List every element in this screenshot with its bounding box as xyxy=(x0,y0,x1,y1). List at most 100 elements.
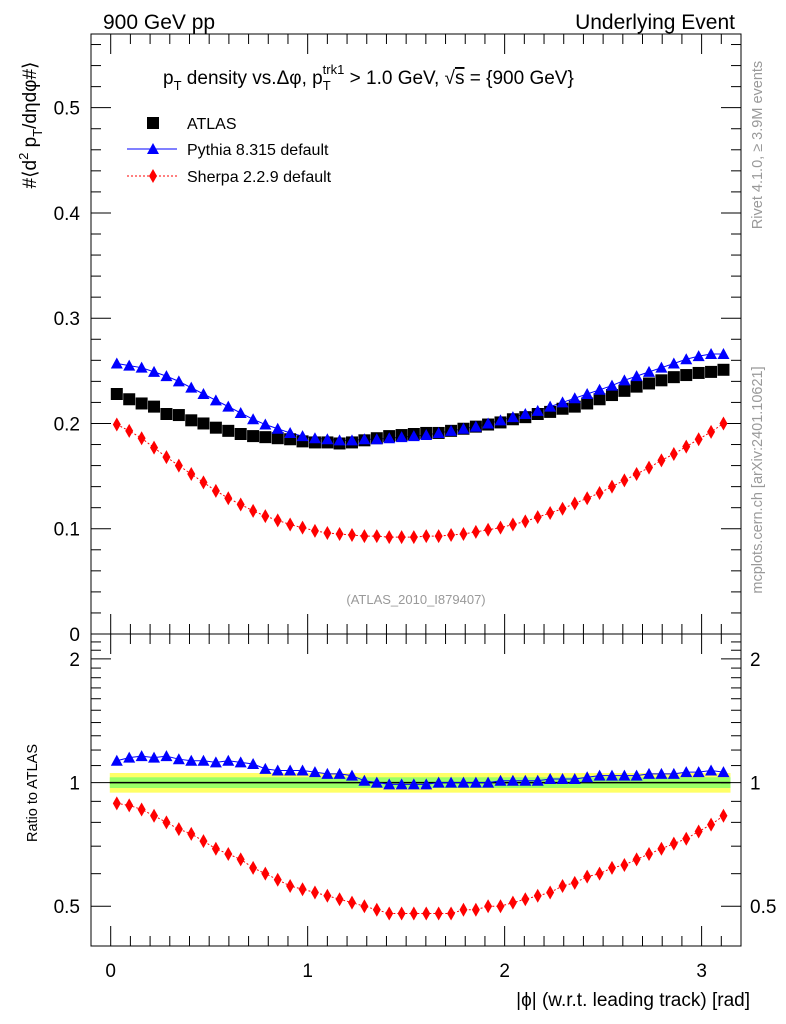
pythia-ratio-point xyxy=(655,767,668,779)
pythia-ratio-point xyxy=(395,778,408,790)
main-series-layer xyxy=(110,348,730,545)
sherpa-ratio-point xyxy=(583,869,592,884)
atlas-data-point xyxy=(123,393,136,406)
atlas-data-point xyxy=(148,400,161,413)
atlas-data-point xyxy=(581,397,594,410)
pythia-ratio-point xyxy=(247,757,260,769)
sherpa-ratio-point xyxy=(595,866,604,881)
atlas-data-point xyxy=(717,363,730,376)
pythia-ratio-point xyxy=(321,767,334,779)
pythia-data-point xyxy=(643,365,656,377)
pythia-ratio-point xyxy=(581,771,594,783)
sherpa-ratio-point xyxy=(273,872,282,887)
pythia-data-point xyxy=(284,426,297,438)
pythia-ratio-point xyxy=(407,778,420,790)
sherpa-ratio-point xyxy=(508,895,517,910)
pythia-data-point xyxy=(370,433,383,445)
main-y-tick-labels: 0 0.1 0.2 0.3 0.4 0.5 xyxy=(54,99,81,646)
pythia-ratio-point xyxy=(680,766,693,778)
pythia-data-point xyxy=(655,361,668,373)
atlas-data-point xyxy=(110,388,123,400)
sherpa-ratio-point xyxy=(533,888,542,903)
sherpa-ratio-point xyxy=(112,796,121,811)
sherpa-data-point xyxy=(459,527,468,541)
legend: ATLAS Pythia 8.315 default Sherpa 2.2.9 … xyxy=(127,116,332,186)
sherpa-data-point xyxy=(347,528,356,543)
pythia-ratio-point xyxy=(630,769,643,781)
x-tick-label: 3 xyxy=(696,961,707,982)
sherpa-ratio-point xyxy=(607,860,616,875)
pythia-ratio-point xyxy=(494,774,507,786)
pythia-ratio-point xyxy=(259,762,272,774)
title-part-b-sub: T xyxy=(323,78,331,93)
pythia-data-point xyxy=(667,357,680,369)
pythia-ratio-point xyxy=(358,774,371,786)
sherpa-data-point xyxy=(174,458,183,473)
pythia-ratio-point xyxy=(222,754,235,766)
sherpa-data-point xyxy=(694,432,703,447)
sherpa-ratio-point xyxy=(682,831,691,846)
pythia-ratio-point xyxy=(209,756,222,768)
atlas-data-point xyxy=(160,408,173,420)
title-sqrt: √ xyxy=(445,68,456,89)
sherpa-ratio-point xyxy=(224,846,233,861)
atlas-data-point xyxy=(185,414,198,427)
pythia-ratio-point xyxy=(197,754,210,766)
sherpa-data-point xyxy=(558,501,567,516)
sherpa-ratio-point xyxy=(174,822,183,837)
pythia-ratio-point xyxy=(296,764,309,776)
atlas-data-point xyxy=(680,369,693,382)
pythia-data-point xyxy=(494,414,507,426)
sherpa-ratio-point xyxy=(484,899,493,914)
pythia-ratio-point xyxy=(469,776,482,788)
pythia-data-point xyxy=(407,430,420,442)
title-part-a: p xyxy=(163,68,174,89)
pythia-data-point xyxy=(222,400,235,412)
ratio-y-tick-label: 0.5 xyxy=(54,897,80,918)
pythia-data-point xyxy=(544,400,557,412)
pythia-data-point xyxy=(172,375,185,387)
x-tick-label: 2 xyxy=(499,961,510,982)
pythia-data-point xyxy=(420,429,433,441)
pythia-ratio-point xyxy=(284,764,297,776)
pythia-ratio-point xyxy=(519,774,532,786)
pythia-ratio-point xyxy=(482,776,495,788)
sherpa-data-point xyxy=(645,460,654,475)
sherpa-data-point xyxy=(125,423,134,438)
pythia-data-point xyxy=(680,353,693,365)
sherpa-data-point xyxy=(546,505,555,520)
title-part-b: density vs.Δφ, p xyxy=(182,68,323,89)
sherpa-ratio-point xyxy=(694,824,703,839)
atlas-data-point xyxy=(618,384,631,397)
atlas-data-point xyxy=(692,366,705,379)
mcplots-label: mcplots.cern.ch [arXiv:2401.10621] xyxy=(750,366,766,593)
pythia-ratio-point xyxy=(148,751,161,763)
pythia-ratio-point xyxy=(308,766,321,778)
title-part-a-sub: T xyxy=(174,78,182,93)
pythia-ratio-point xyxy=(123,751,136,763)
pythia-data-point xyxy=(432,426,445,438)
sherpa-data-point xyxy=(310,523,319,538)
atlas-data-point xyxy=(271,432,284,445)
ratio-panel-frame xyxy=(90,633,742,947)
atlas-data-point xyxy=(247,430,260,443)
sherpa-ratio-point xyxy=(521,892,530,907)
atlas-data-point xyxy=(643,377,656,390)
sherpa-ratio-point xyxy=(298,882,307,897)
pythia-ratio-point xyxy=(605,769,618,781)
atlas-data-point xyxy=(234,428,247,440)
pythia-ratio-point xyxy=(556,773,569,785)
ratio-y-tick-labels: 0.5 0.5 1 1 2 2 xyxy=(54,650,777,918)
atlas-data-point xyxy=(705,365,718,378)
pythia-data-point xyxy=(630,370,643,382)
pythia-ratio-point xyxy=(705,764,718,776)
pythia-data-point xyxy=(321,433,334,445)
sherpa-ratio-line xyxy=(116,802,724,914)
header-left-label: 900 GeV pp xyxy=(103,11,215,34)
pythia-data-point xyxy=(308,432,321,444)
pythia-data-point xyxy=(506,411,519,423)
pythia-ratio-point xyxy=(432,776,445,788)
pythia-data-point xyxy=(110,357,123,369)
main-y-tick-label: 0.2 xyxy=(54,414,80,435)
pythia-ratio-point xyxy=(135,750,148,762)
